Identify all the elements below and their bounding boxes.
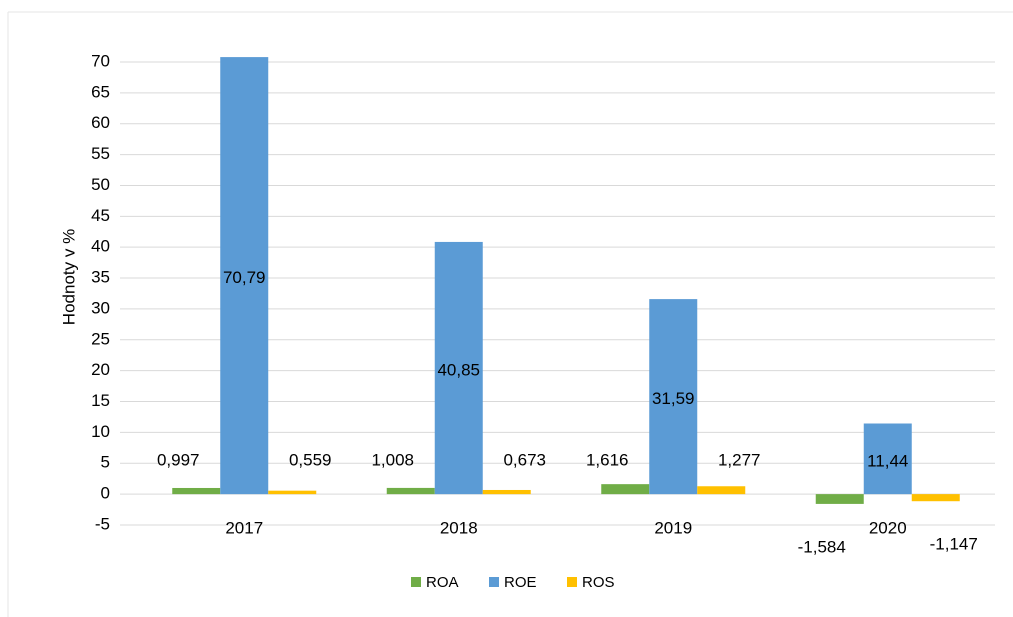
y-tick-label: 20 (91, 360, 110, 379)
bar (911, 494, 960, 502)
legend-swatch (489, 577, 499, 587)
bar (172, 487, 221, 495)
legend-label: ROS (582, 574, 615, 591)
data-label: 11,44 (867, 451, 908, 470)
data-label: 0,673 (503, 451, 546, 470)
y-tick-label: 10 (91, 422, 110, 441)
legend-swatch (411, 577, 421, 587)
data-label: -1,584 (798, 537, 846, 556)
y-tick-label: 30 (91, 298, 110, 317)
data-label: -1,147 (930, 535, 978, 554)
bar (268, 490, 317, 495)
y-tick-label: 60 (91, 113, 110, 132)
y-tick-label: 40 (91, 237, 110, 256)
legend-swatch (567, 577, 577, 587)
y-tick-label: 65 (91, 82, 110, 101)
y-tick-label: 0 (101, 484, 110, 503)
bar (220, 57, 269, 495)
x-tick-label: 2017 (225, 518, 263, 537)
bar (649, 299, 698, 495)
bar (863, 423, 912, 495)
legend-label: ROA (426, 574, 459, 591)
bar (601, 484, 650, 495)
y-tick-label: 50 (91, 175, 110, 194)
data-label: 40,85 (437, 361, 480, 380)
data-label: 0,559 (289, 451, 332, 470)
y-tick-label: 55 (91, 144, 110, 163)
bar (386, 487, 435, 495)
y-tick-label: 25 (91, 329, 110, 348)
legend-label: ROE (504, 574, 537, 591)
bar (434, 241, 483, 495)
data-label: 0,997 (157, 451, 200, 470)
data-label: 1,616 (586, 451, 629, 470)
x-tick-label: 2020 (869, 518, 907, 537)
data-label: 31,59 (652, 389, 695, 408)
y-tick-label: 15 (91, 391, 110, 410)
data-label: 1,277 (718, 451, 761, 470)
bar (697, 486, 746, 495)
y-tick-label: 70 (91, 51, 110, 70)
y-tick-label: 5 (101, 453, 110, 472)
x-tick-label: 2019 (654, 518, 692, 537)
y-tick-label: -5 (95, 514, 110, 533)
y-axis-title: Hodnoty v % (59, 229, 78, 325)
data-label: 70,79 (223, 268, 266, 287)
x-tick-label: 2018 (440, 518, 478, 537)
bar (482, 489, 531, 495)
y-tick-label: 45 (91, 206, 110, 225)
data-label: 1,008 (371, 451, 414, 470)
bar (815, 494, 864, 504)
y-tick-label: 35 (91, 268, 110, 287)
